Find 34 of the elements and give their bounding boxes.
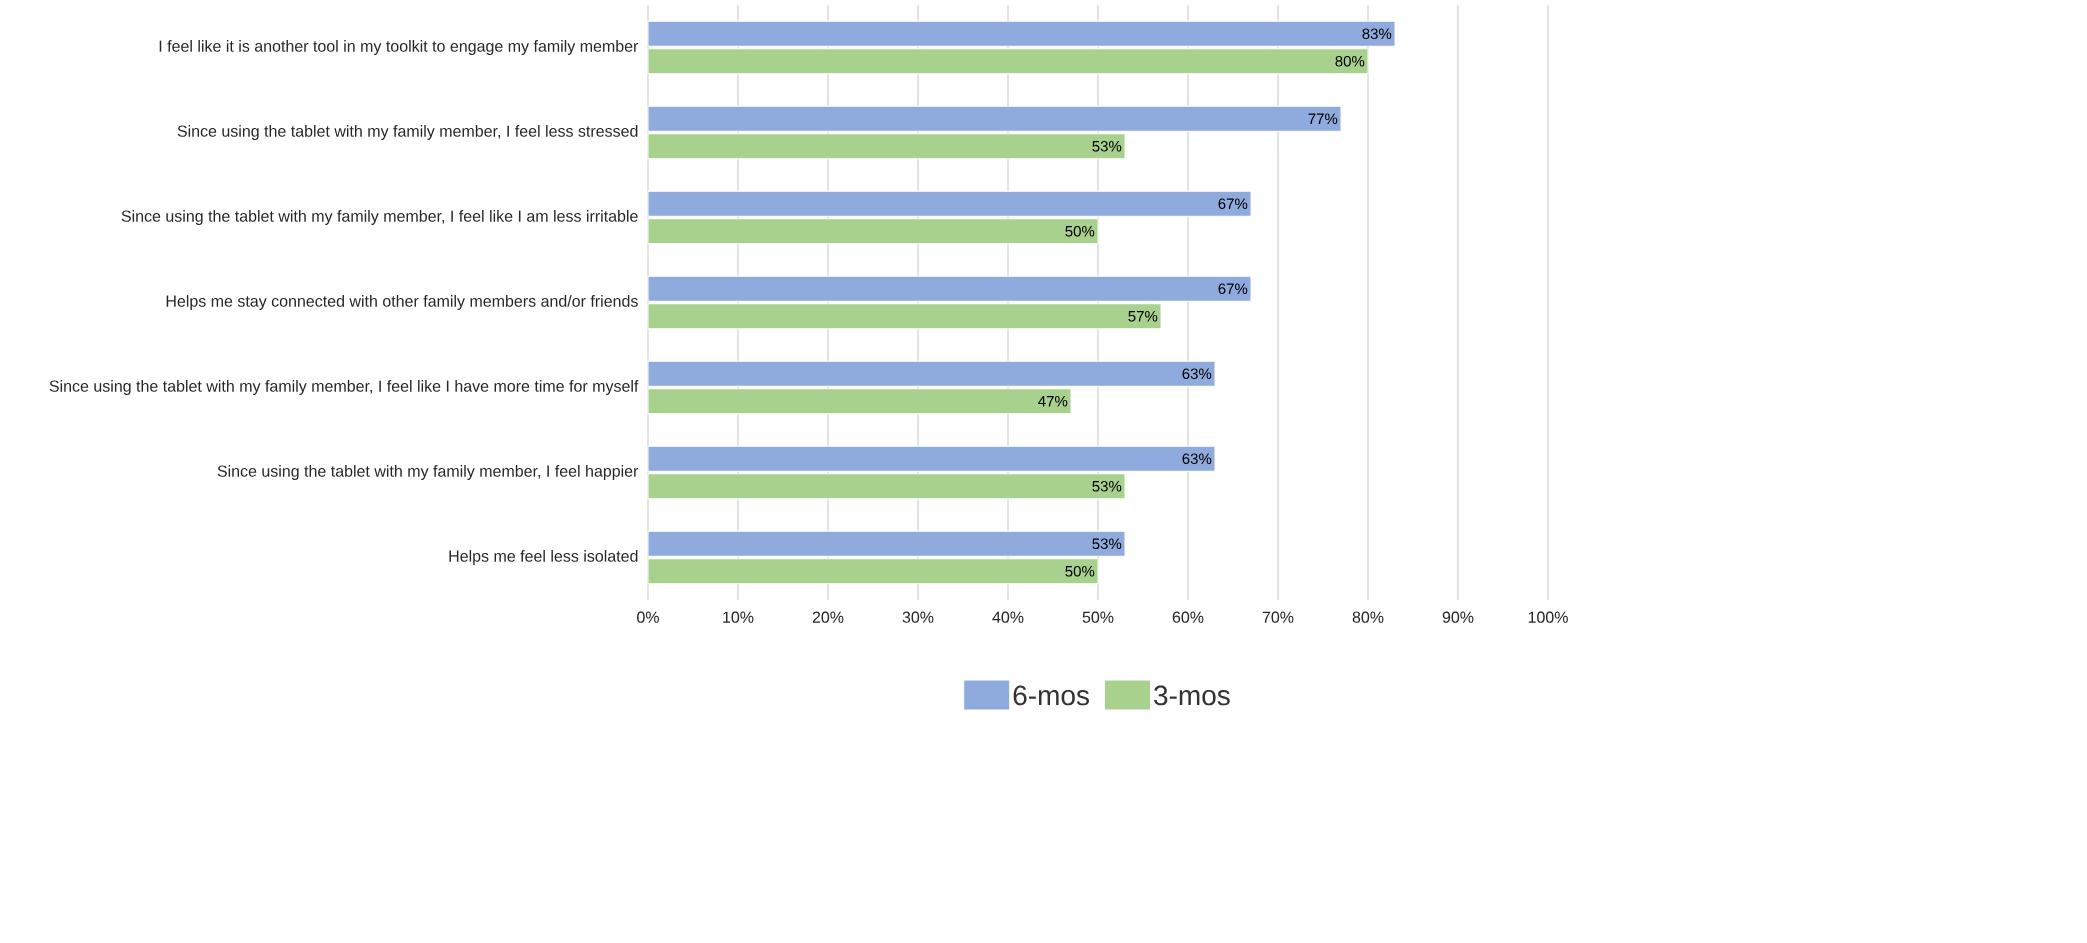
y-tick-label: Since using the tablet with my family member, I feel like I am less irritable — [121, 210, 638, 225]
y-tick-label: Since using the tablet with my family member, I feel happier — [217, 465, 639, 480]
data-label: 67% — [1218, 198, 1248, 210]
y-tick-label: I feel like it is another tool in my toolkit to engage my family member — [159, 40, 639, 55]
data-label: 57% — [1128, 310, 1158, 322]
data-label: 77% — [1308, 113, 1338, 124]
x-tick-label: 50% — [1082, 611, 1114, 623]
x-tick-label: 80% — [1352, 611, 1384, 623]
data-label: 83% — [1362, 28, 1392, 40]
x-tick-label: 20% — [812, 611, 844, 623]
data-label: 67% — [1218, 283, 1248, 295]
legend-label: 6-mos — [1013, 685, 1089, 706]
x-tick-label: 30% — [902, 611, 934, 623]
y-tick-label: Since using the tablet with my family member, I feel like I have more time for myself — [49, 380, 639, 395]
data-label: 47% — [1038, 396, 1068, 407]
x-tick-label: 100% — [1528, 611, 1568, 623]
x-tick-label: 60% — [1172, 611, 1204, 623]
y-tick-label: Since using the tablet with my family member, I feel less stressed — [177, 125, 638, 140]
data-label: 63% — [1182, 453, 1212, 465]
y-tick-label: Helps me feel less isolated — [449, 550, 638, 565]
data-label: 80% — [1335, 55, 1365, 67]
data-label: 50% — [1065, 225, 1095, 237]
legend-label: 3-mos — [1154, 685, 1230, 706]
data-label: 53% — [1092, 538, 1122, 550]
x-tick-label: 0% — [637, 611, 659, 623]
data-label: 53% — [1092, 480, 1122, 492]
x-tick-label: 10% — [723, 611, 754, 623]
data-label: 50% — [1065, 565, 1095, 577]
x-tick-label: 70% — [1262, 611, 1294, 623]
data-label: 63% — [1182, 368, 1212, 380]
x-tick-label: 90% — [1442, 611, 1474, 623]
y-tick-label: Helps me stay connected with other family members and/or friends — [166, 295, 638, 310]
data-label: 53% — [1092, 140, 1122, 152]
x-tick-label: 40% — [992, 611, 1024, 623]
